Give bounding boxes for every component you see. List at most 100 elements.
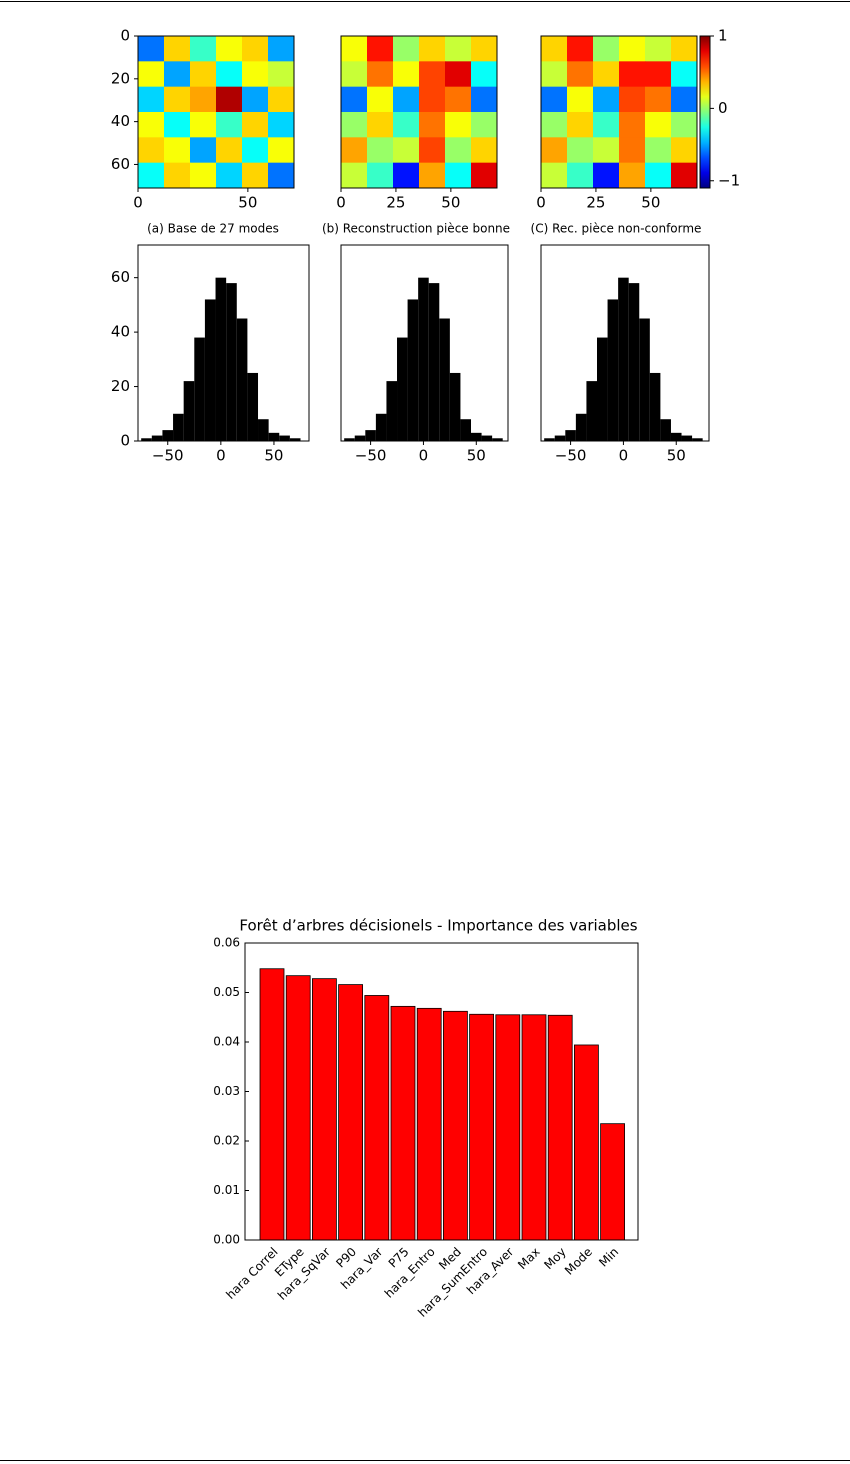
- heat-cell: [216, 61, 243, 88]
- heat-cell: [619, 137, 646, 164]
- heat-cell: [541, 137, 568, 164]
- heat-cell: [445, 86, 472, 113]
- x-tick-label: 50: [238, 194, 257, 212]
- heat-cell: [471, 112, 498, 138]
- heat-cell: [645, 86, 672, 113]
- heat-cell: [393, 86, 420, 113]
- x-tick-label: −50: [555, 447, 587, 465]
- hist-bar: [183, 381, 195, 441]
- hist-bar: [141, 438, 152, 441]
- hist-bar: [226, 283, 237, 441]
- colorbar-tick-label: −1: [718, 171, 740, 189]
- heat-cell: [393, 36, 420, 62]
- x-tick-label: −50: [152, 447, 184, 465]
- y-tick-label: 0: [120, 432, 130, 450]
- bar: [495, 1014, 521, 1241]
- chart-title: Forêt d’arbres décisionels - Importance …: [239, 917, 637, 935]
- x-tick-label: 0: [336, 194, 346, 212]
- hist-bar: [618, 277, 629, 441]
- bar: [311, 978, 337, 1241]
- heat-cell: [445, 61, 472, 88]
- heat-cell: [567, 36, 594, 62]
- heat-cell: [541, 36, 568, 62]
- heat-cell: [445, 162, 472, 189]
- x-tick-label: −50: [355, 447, 387, 465]
- heat-cell: [367, 112, 394, 138]
- heat-cell: [419, 162, 446, 189]
- hist-bar: [289, 438, 301, 441]
- hist-bar: [607, 299, 619, 441]
- heat-cell: [341, 112, 368, 138]
- heat-cell: [445, 112, 472, 138]
- y-tick-label: 0.02: [213, 1134, 240, 1148]
- x-tick-label: Mode: [562, 1245, 595, 1278]
- heat-cell: [393, 162, 420, 189]
- heat-cell: [268, 61, 295, 88]
- bar: [574, 1044, 599, 1241]
- hist-bar: [544, 438, 555, 441]
- heat-cell: [419, 61, 446, 88]
- y-tick-label: 0.01: [213, 1183, 240, 1197]
- x-tick-label: 25: [586, 194, 605, 212]
- bar: [285, 975, 311, 1241]
- heat-cell: [671, 162, 698, 189]
- heat-cell: [164, 36, 191, 62]
- heat-cell: [216, 137, 243, 164]
- heat-cell: [138, 162, 165, 189]
- heat-cell: [671, 86, 698, 113]
- hist-bar: [439, 318, 450, 441]
- heat-cell: [471, 137, 498, 164]
- heat-cell: [471, 162, 498, 189]
- heat-cell: [393, 112, 420, 138]
- x-tick-label: 0: [619, 447, 629, 465]
- hist-bar: [471, 432, 482, 441]
- hist-bar: [565, 430, 576, 441]
- hist-bar: [258, 419, 269, 441]
- heat-cell: [367, 162, 394, 189]
- heat-cell: [619, 112, 646, 138]
- heat-cell: [645, 61, 672, 88]
- heat-cell: [567, 61, 594, 88]
- bar: [338, 984, 364, 1241]
- hist-bar: [649, 372, 661, 441]
- heat-cell: [242, 36, 269, 62]
- bar: [547, 1014, 573, 1241]
- colorbar-tick-label: 1: [718, 27, 728, 45]
- hist-bar: [597, 337, 608, 441]
- caption: (a) Base de 27 modes: [147, 222, 279, 236]
- heat-cell: [541, 61, 568, 88]
- heat-cell: [593, 61, 620, 88]
- heat-cell: [164, 137, 191, 164]
- axes-frame: [540, 35, 698, 189]
- heat-cell: [190, 162, 217, 189]
- hist-bar: [639, 318, 650, 441]
- heat-cell: [671, 137, 698, 164]
- y-tick-label: 0.03: [213, 1084, 240, 1098]
- heat-cell: [419, 112, 446, 138]
- heat-cell: [242, 162, 269, 189]
- heat-cell: [671, 61, 698, 88]
- heat-cell: [367, 86, 394, 113]
- hist-bar: [365, 430, 376, 441]
- heat-cell: [242, 112, 269, 138]
- heat-cell: [367, 137, 394, 164]
- x-tick-label: 50: [264, 447, 283, 465]
- hist-bar: [492, 438, 503, 441]
- hist-bar: [397, 337, 408, 441]
- bar: [364, 995, 390, 1241]
- hist-bar: [204, 299, 216, 441]
- caption: (b) Reconstruction pièce bonne: [322, 222, 510, 236]
- y-tick-label: 40: [111, 323, 130, 341]
- heat-cell: [471, 61, 498, 88]
- heat-cell: [138, 112, 165, 138]
- x-tick-label: 50: [441, 194, 460, 212]
- hist-bar: [554, 435, 566, 441]
- heat-cell: [619, 61, 646, 88]
- y-tick-label: 20: [111, 69, 130, 87]
- axes-frame: [540, 244, 710, 442]
- heat-cell: [242, 137, 269, 164]
- x-tick-label: 50: [467, 447, 486, 465]
- hist-bar: [586, 381, 597, 441]
- heat-cell: [593, 112, 620, 138]
